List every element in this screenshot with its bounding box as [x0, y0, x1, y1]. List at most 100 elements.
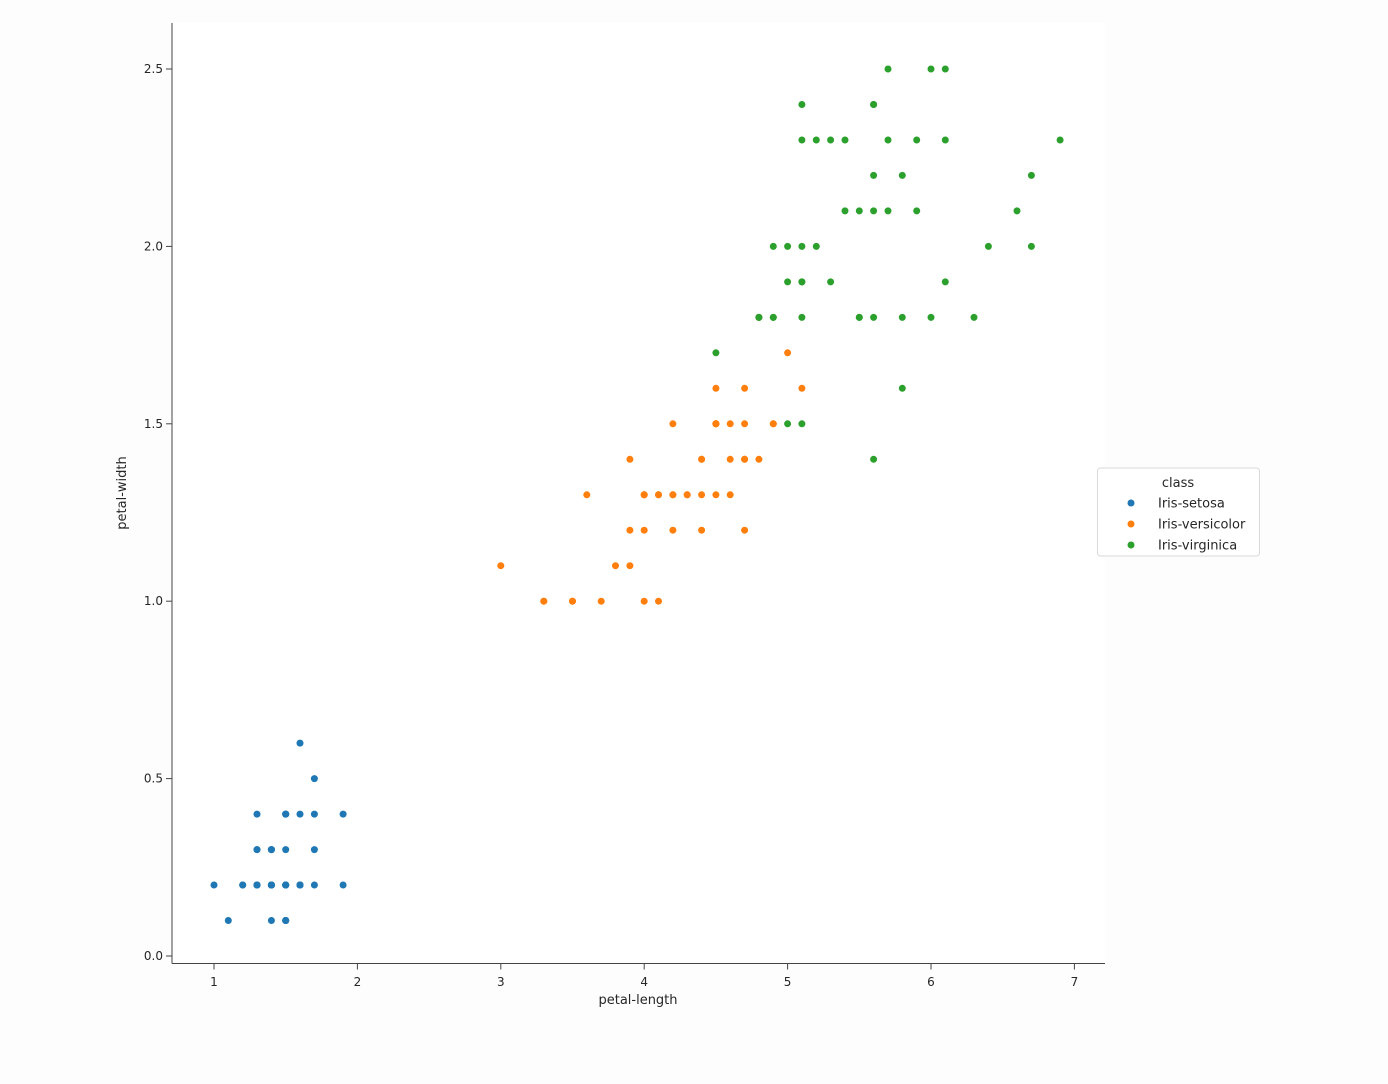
- data-point-iris-virginica: [798, 101, 806, 108]
- data-point-iris-virginica: [884, 207, 892, 215]
- data-point-iris-versicolor: [640, 597, 648, 605]
- data-point-iris-virginica: [784, 278, 792, 286]
- data-point-iris-virginica: [798, 313, 806, 321]
- data-point-iris-setosa: [267, 881, 275, 889]
- y-axis-ticks: 0.0 0.5 1.0 1.5 2.0 2.5: [144, 62, 172, 963]
- data-point-iris-versicolor: [741, 526, 749, 534]
- x-tick-label: 2: [354, 975, 362, 989]
- data-point-iris-virginica: [841, 207, 849, 215]
- data-point-iris-versicolor: [669, 491, 677, 499]
- data-point-iris-virginica: [798, 136, 806, 144]
- data-point-iris-versicolor: [640, 491, 648, 499]
- x-tick-label: 3: [497, 975, 505, 989]
- legend-label-iris-versicolor: Iris-versicolor: [1158, 518, 1246, 533]
- data-point-iris-setosa: [239, 881, 247, 889]
- data-point-iris-versicolor: [626, 562, 634, 570]
- data-point-iris-setosa: [253, 881, 261, 889]
- data-point-iris-versicolor: [655, 491, 662, 499]
- data-point-iris-virginica: [798, 278, 806, 286]
- data-point-iris-virginica: [898, 313, 906, 321]
- data-point-iris-virginica: [870, 207, 878, 215]
- data-point-iris-versicolor: [741, 384, 749, 392]
- data-point-iris-versicolor: [698, 455, 706, 463]
- x-tick-label: 1: [210, 975, 218, 989]
- data-point-iris-virginica: [855, 207, 863, 215]
- legend-label-iris-virginica: Iris-virginica: [1158, 539, 1237, 554]
- data-point-iris-versicolor: [640, 526, 648, 534]
- data-point-iris-setosa: [310, 775, 318, 783]
- legend-marker-iris-virginica-icon: [1127, 541, 1135, 549]
- data-point-iris-virginica: [755, 313, 763, 321]
- y-tick-label: 2.5: [144, 62, 163, 76]
- legend-title: class: [1162, 476, 1194, 491]
- data-point-iris-versicolor: [769, 420, 777, 428]
- x-axis-label: petal-length: [598, 993, 677, 1008]
- y-tick-label: 0.0: [144, 949, 163, 963]
- data-point-iris-versicolor: [655, 597, 662, 605]
- data-point-iris-versicolor: [698, 526, 706, 534]
- data-point-iris-virginica: [927, 65, 935, 73]
- data-point-iris-versicolor: [497, 562, 505, 570]
- data-point-iris-virginica: [941, 65, 949, 73]
- data-point-iris-versicolor: [784, 349, 792, 357]
- data-point-iris-virginica: [798, 242, 806, 250]
- data-point-iris-virginica: [1013, 207, 1021, 215]
- x-tick-label: 4: [640, 975, 648, 989]
- data-point-iris-setosa: [267, 846, 275, 854]
- data-point-iris-versicolor: [741, 455, 749, 463]
- data-point-iris-versicolor: [712, 420, 720, 428]
- data-point-iris-versicolor: [683, 491, 691, 499]
- data-point-iris-setosa: [310, 846, 318, 854]
- legend: class Iris-setosa Iris-versicolor Iris-v…: [1097, 467, 1260, 557]
- data-point-iris-versicolor: [755, 455, 763, 463]
- data-point-iris-virginica: [870, 171, 878, 179]
- data-point-iris-versicolor: [798, 384, 806, 392]
- legend-item-iris-virginica: Iris-virginica: [1127, 539, 1237, 554]
- data-point-iris-setosa: [267, 917, 275, 924]
- data-point-iris-setosa: [282, 810, 290, 818]
- data-point-iris-setosa: [282, 846, 290, 854]
- data-point-iris-virginica: [1027, 171, 1035, 179]
- y-tick-label: 1.5: [144, 417, 163, 431]
- axes-background: [172, 23, 1105, 964]
- data-point-iris-setosa: [253, 810, 261, 818]
- data-point-iris-virginica: [941, 278, 949, 286]
- data-point-iris-virginica: [870, 101, 878, 108]
- data-point-iris-virginica: [798, 420, 806, 428]
- x-tick-label: 5: [784, 975, 792, 989]
- legend-marker-iris-setosa-icon: [1127, 499, 1135, 507]
- legend-label-iris-setosa: Iris-setosa: [1158, 497, 1225, 512]
- y-axis-label: petal-width: [115, 456, 130, 529]
- data-point-iris-setosa: [296, 881, 304, 889]
- data-point-iris-setosa: [296, 739, 304, 747]
- data-point-iris-virginica: [1056, 136, 1064, 144]
- data-point-iris-virginica: [784, 242, 792, 250]
- data-point-iris-setosa: [282, 881, 290, 889]
- data-point-iris-virginica: [884, 65, 892, 73]
- data-point-iris-setosa: [310, 810, 318, 818]
- data-point-iris-virginica: [827, 278, 835, 286]
- data-point-iris-virginica: [870, 455, 878, 463]
- x-axis-ticks: 1 2 3 4 5 6 7: [210, 963, 1078, 989]
- data-point-iris-virginica: [769, 313, 777, 321]
- x-tick-label: 6: [927, 975, 935, 989]
- data-point-iris-versicolor: [626, 526, 634, 534]
- data-point-iris-versicolor: [712, 384, 720, 392]
- data-point-iris-virginica: [984, 242, 992, 250]
- data-point-iris-virginica: [769, 242, 777, 250]
- data-point-iris-virginica: [913, 136, 921, 144]
- legend-marker-iris-versicolor-icon: [1127, 520, 1135, 528]
- data-point-iris-setosa: [253, 846, 261, 854]
- data-point-iris-virginica: [712, 349, 720, 357]
- data-point-iris-virginica: [941, 136, 949, 144]
- data-point-iris-versicolor: [726, 420, 734, 428]
- data-point-iris-virginica: [827, 136, 835, 144]
- data-point-iris-virginica: [913, 207, 921, 215]
- data-point-iris-versicolor: [726, 455, 734, 463]
- data-point-iris-virginica: [898, 384, 906, 392]
- data-point-iris-virginica: [812, 136, 820, 144]
- data-point-iris-virginica: [870, 313, 878, 321]
- data-point-iris-versicolor: [583, 491, 591, 499]
